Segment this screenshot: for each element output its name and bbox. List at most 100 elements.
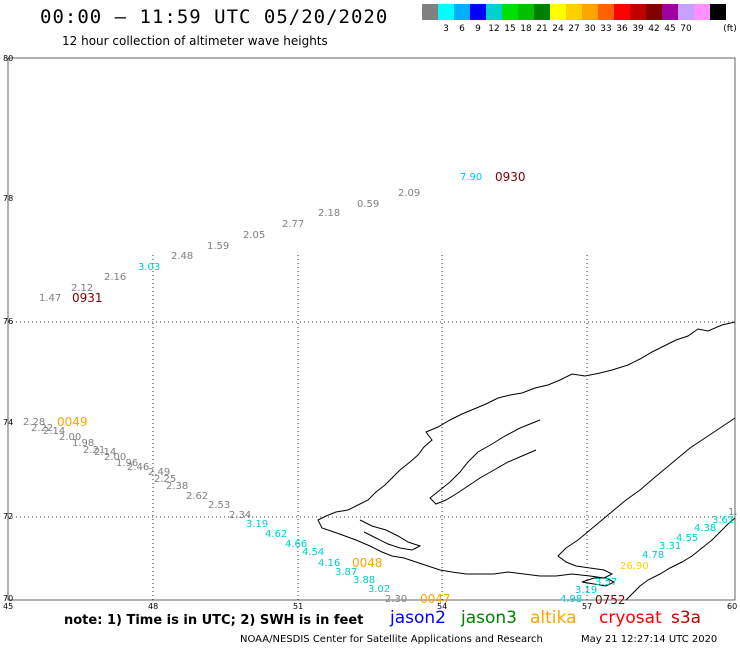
wave-value: 2.28 [23,417,45,428]
wave-value: 2.30 [385,594,407,605]
coastline [317,321,736,579]
legend-label: 21 [536,24,548,34]
wave-value: 2.18 [318,208,340,219]
latitude-labels: 80 78 76 74 72 70 [3,54,13,603]
legend-swatch [470,4,486,20]
coastline-south [625,517,736,601]
wave-value: 2.14 [94,447,116,458]
wave-value: 3.57 [595,577,617,588]
generated-timestamp: May 21 12:27:14 UTC 2020 [581,634,718,645]
legend-swatch [438,4,454,20]
legend-cryosat: cryosat [599,608,662,628]
pass-label-0049: 0049 [57,415,88,429]
legend-s3a: s3a [671,608,702,628]
legend-label: 27 [568,24,580,34]
legend-swatch [694,4,710,20]
legend-swatch [630,4,646,20]
legend-swatch [550,4,566,20]
pass-label-0931: 0931 [72,291,103,305]
lon-label-45: 45 [3,602,13,611]
wave-value: 4.16 [318,558,340,569]
wave-value: 2.34 [229,510,251,521]
legend-label: 70 [680,24,692,34]
pass-labels: 0930 0931 0049 0048 0047 0752 [57,170,626,607]
wave-value: 2.49 [148,467,170,478]
wave-value: 2.25 [154,474,176,485]
wave-value: 1.98 [72,438,94,449]
wave-value: 2.16 [104,272,126,283]
legend-swatch [598,4,614,20]
legend-label: 9 [475,24,481,34]
lon-label-51: 51 [293,602,303,611]
legend-label: 15 [504,24,516,34]
legend-label: 39 [632,24,644,34]
legend-label: 3 [443,24,449,34]
wave-value: 3.19 [575,585,597,596]
wave-value: 2.14 [43,426,65,437]
legend-label: 18 [520,24,532,34]
pass-label-0930: 0930 [495,170,526,184]
legend-jason3: jason3 [461,608,517,628]
wave-value: 2.09 [398,188,420,199]
coastline-inlet-2 [359,519,422,551]
page-title: 00:00 – 11:59 UTC 05/20/2020 [40,6,389,28]
legend-swatch [678,4,694,20]
legend-swatch [502,4,518,20]
pass-label-0047: 0047 [420,592,451,606]
wave-value: 3.61 [712,515,734,526]
lat-label-80: 80 [3,54,13,63]
legend-swatch [454,4,470,20]
lon-label-57: 57 [582,602,592,611]
wave-value: 4.54 [302,547,324,558]
lat-label-76: 76 [3,317,13,326]
legend-altika: altika [530,608,577,628]
wave-height-values: 7.90 2.09 0.59 2.18 2.77 2.05 1.59 2.48 … [23,172,738,605]
legend-swatch [422,4,438,20]
page-subtitle: 12 hour collection of altimeter wave hei… [62,34,328,48]
wave-value: 0.59 [357,199,379,210]
legend-label: 30 [584,24,596,34]
wave-value: 4.55 [676,533,698,544]
legend-unit: (ft) [723,24,737,34]
coastline-island [581,577,616,587]
wave-value: 3.87 [335,567,357,578]
grid-lines [8,255,735,600]
legend-swatch [566,4,582,20]
legend-swatch [614,4,630,20]
wave-value: 1.59 [207,241,229,252]
footer-note: note: 1) Time is in UTC; 2) SWH is in fe… [64,613,364,628]
legend-label: 24 [552,24,564,34]
wave-value: 3.88 [353,575,375,586]
pass-label-0752: 0752 [595,593,626,607]
wave-value: 3.02 [368,584,390,595]
wave-value: 2.46 [127,462,149,473]
legend-label: 45 [664,24,676,34]
lon-label-48: 48 [148,602,158,611]
legend-label: 6 [459,24,465,34]
wave-value: 2.48 [171,251,193,262]
lon-label-60: 60 [727,602,737,611]
legend-label: 33 [600,24,612,34]
wave-value: 2.53 [208,500,230,511]
wave-value: 4.98 [560,594,582,605]
legend-jason2: jason2 [390,608,446,628]
wave-value: 2.38 [166,481,188,492]
wave-value: 7.90 [460,172,482,183]
lon-label-54: 54 [437,602,447,611]
legend-swatch [518,4,534,20]
wave-value: 3.19 [246,519,268,530]
wave-value: 4.62 [265,529,287,540]
wave-value: 4.78 [642,550,664,561]
lat-label-78: 78 [3,194,13,203]
legend-swatch [534,4,550,20]
wave-value: 2.12 [71,283,93,294]
credit-line: NOAA/NESDIS Center for Satellite Applica… [240,634,543,645]
wave-value: 2.22 [31,423,53,434]
wave-value: 3.03 [138,262,160,273]
lat-label-74: 74 [3,418,13,427]
wave-value: 3.31 [659,541,681,552]
wave-value: 1.96 [116,458,138,469]
wave-value: 2.05 [243,230,265,241]
wave-value: 2.00 [59,432,81,443]
